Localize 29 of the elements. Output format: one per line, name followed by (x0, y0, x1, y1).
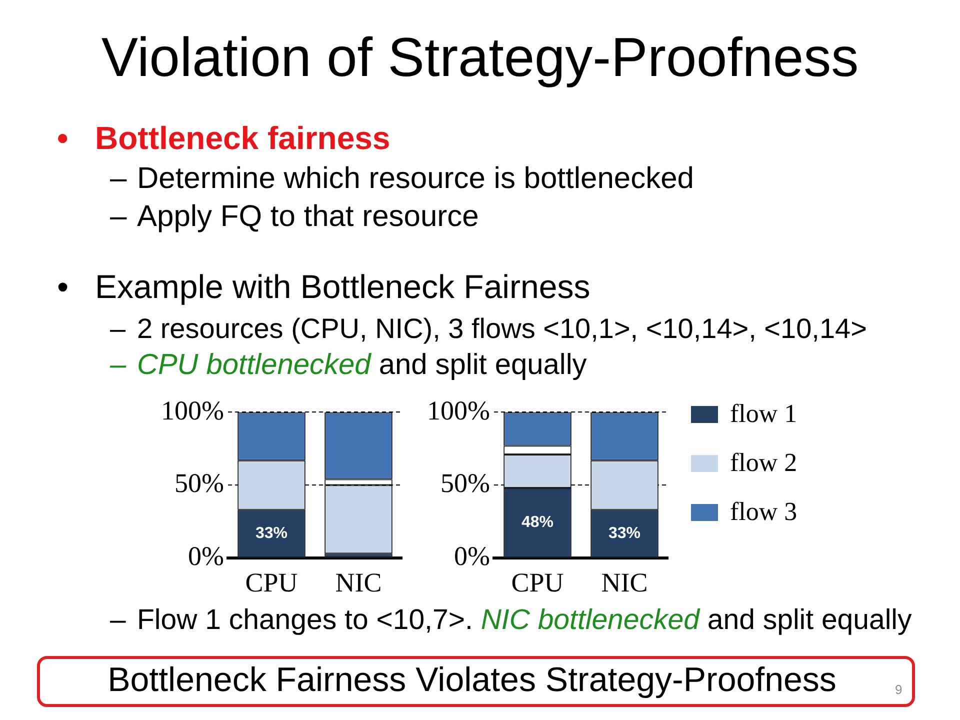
x-tick-label: NIC (601, 567, 648, 598)
legend-label: flow 3 (730, 497, 798, 527)
text: – Apply FQ to that resource (110, 200, 479, 232)
text: and split equally (707, 604, 912, 636)
y-tick-label: 100% (161, 395, 224, 426)
y-tick-label: 100% (427, 395, 490, 426)
text: – Determine which resource is bottlenecked (110, 162, 694, 194)
y-tick-label: 50% (440, 468, 490, 498)
text: • Bottleneck fairness (57, 120, 390, 156)
y-tick-label: 50% (174, 468, 224, 498)
x-tick-label: CPU (511, 567, 564, 598)
chart-title: Violation of Strategy-Proofness (101, 26, 859, 88)
text: – CPU bottlenecked (110, 349, 371, 382)
text: – 2 resources (CPU, NIC), 3 flows <10,1>, <10,14>, <10,14> (110, 312, 867, 344)
y-tick-label: 0% (188, 541, 224, 572)
legend-label: flow 2 (730, 448, 798, 478)
text: Bottleneck Fairness Violates Strategy-Proofness (108, 661, 836, 700)
x-tick-label: CPU (245, 567, 298, 598)
legend-label: flow 1 (730, 399, 798, 429)
text: – Flow 1 changes to <10,7>. (110, 604, 473, 636)
text: and split equally (378, 349, 587, 382)
data-label: 33% (608, 525, 641, 542)
text: 9 (895, 682, 902, 697)
data-label: 48% (521, 514, 554, 532)
x-tick-label: NIC (335, 567, 382, 598)
data-label: 33% (255, 525, 288, 542)
text: NIC bottlenecked (480, 604, 700, 636)
text: • Example with Bottleneck Fairness (57, 268, 590, 305)
y-tick-label: 0% (454, 541, 490, 572)
